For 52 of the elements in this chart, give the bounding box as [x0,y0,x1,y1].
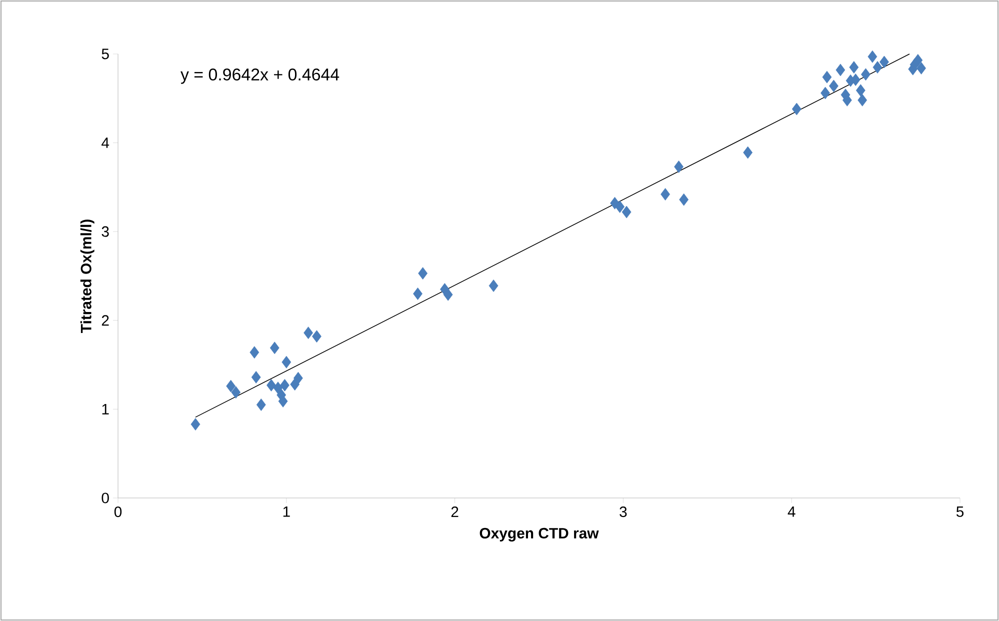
point [413,288,422,300]
point [743,146,753,159]
point [880,56,889,68]
point [872,61,882,74]
point [190,418,200,430]
point [622,206,632,218]
point [861,68,870,81]
annotation: y = 0.9642x + 0.4644 [180,68,340,84]
x-tick-label: 3 [620,506,627,518]
point [294,372,303,384]
point [674,160,684,173]
point [820,86,830,100]
point [488,280,498,292]
point [266,379,276,392]
x-axis-title: Oxygen CTD raw [480,528,599,542]
x-tick-label: 4 [788,506,796,517]
point [822,70,832,84]
point [916,62,926,74]
x-tick-label: 5 [956,506,964,517]
point [829,80,838,92]
point [615,200,625,213]
y-tick-label: 3 [102,226,109,237]
point [443,288,453,301]
point [849,61,859,74]
point [856,84,866,97]
point [858,94,868,106]
point [282,356,292,368]
point [868,50,878,63]
point [660,188,670,200]
point [304,326,313,340]
point [270,342,280,354]
y-tick-label: 1 [102,404,109,414]
point [251,371,261,384]
x-tick-label: 2 [451,506,458,517]
point [273,382,283,394]
x-tick-label: 0 [114,506,122,518]
point [312,330,322,343]
y-tick-label: 4 [102,138,110,148]
point [679,193,689,206]
point [256,398,266,411]
point [792,102,802,116]
point [226,380,236,392]
y-axis-title: Titrated Ox(ml/l) [80,220,94,333]
point [836,64,846,76]
y-tick-label: 2 [102,315,109,326]
y-tick-label: 0 [102,492,109,504]
point [418,267,428,280]
x-tick-label: 1 [283,506,290,517]
point [250,346,260,359]
y-tick-label: 5 [102,48,109,60]
point [231,386,241,399]
point [280,379,290,392]
